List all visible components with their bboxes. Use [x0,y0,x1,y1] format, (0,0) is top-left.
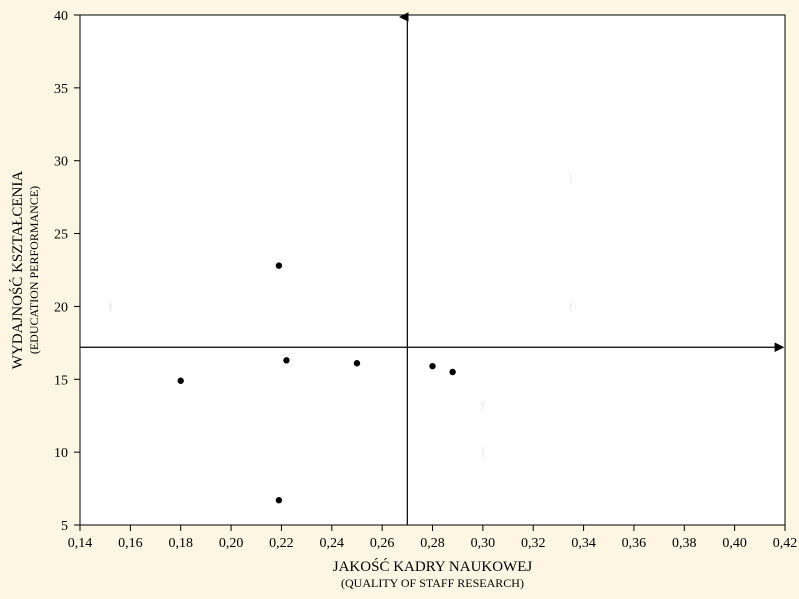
data-point [276,497,282,503]
scatter-chart: 0,14 0,16 0,18 0,20 0,22 0,24 0,26 0,28 0,30 0,32… [0,0,799,599]
x-tick-label: 0,14 [68,536,93,551]
x-tick-label: 0,30 [471,536,496,551]
x-tick-label: 0,34 [571,536,596,551]
y-tick-label: 35 [54,82,68,97]
x-tick-label: 0,42 [773,536,798,551]
y-tick-label: 15 [54,373,68,388]
y-tick-label: 20 [54,300,68,315]
data-point [354,360,360,366]
data-point [283,357,289,363]
x-tick-label: 0,36 [622,536,647,551]
data-point [449,369,455,375]
x-tick-label: 0,28 [420,536,445,551]
y-tick-label: 10 [54,446,68,461]
x-tick-label: 0,16 [118,536,143,551]
x-tick-label: 0,22 [269,536,294,551]
x-tick-label: 0,26 [370,536,395,551]
x-tick-label: 0,32 [521,536,546,551]
y-tick-label: 30 [54,155,68,170]
x-axis-sublabel: (QUALITY OF STAFF RESEARCH) [341,576,524,590]
x-axis-label: JAKOŚĆ KADRY NAUKOWEJ [333,558,533,575]
data-point [178,378,184,384]
y-axis-label-group: WYDAJNOŚĆ KSZTAŁCENIA(EDUCATION PERFORMA… [9,171,41,370]
y-tick-label: 40 [54,9,68,24]
plot-area [80,15,785,525]
y-axis-label: WYDAJNOŚĆ KSZTAŁCENIA [9,171,26,370]
data-point [276,262,282,268]
x-tick-label: 0,20 [219,536,244,551]
chart-svg: 0,14 0,16 0,18 0,20 0,22 0,24 0,26 0,28 0,30 0,32… [0,0,799,599]
y-axis-sublabel: (EDUCATION PERFORMANCE) [27,186,41,354]
y-tick-label: 25 [54,228,68,243]
x-tick-label: 0,18 [168,536,193,551]
data-point [429,363,435,369]
y-tick-label: 5 [61,519,68,534]
x-tick-label: 0,38 [672,536,697,551]
x-tick-label: 0,24 [320,536,345,551]
x-tick-label: 0,40 [722,536,747,551]
